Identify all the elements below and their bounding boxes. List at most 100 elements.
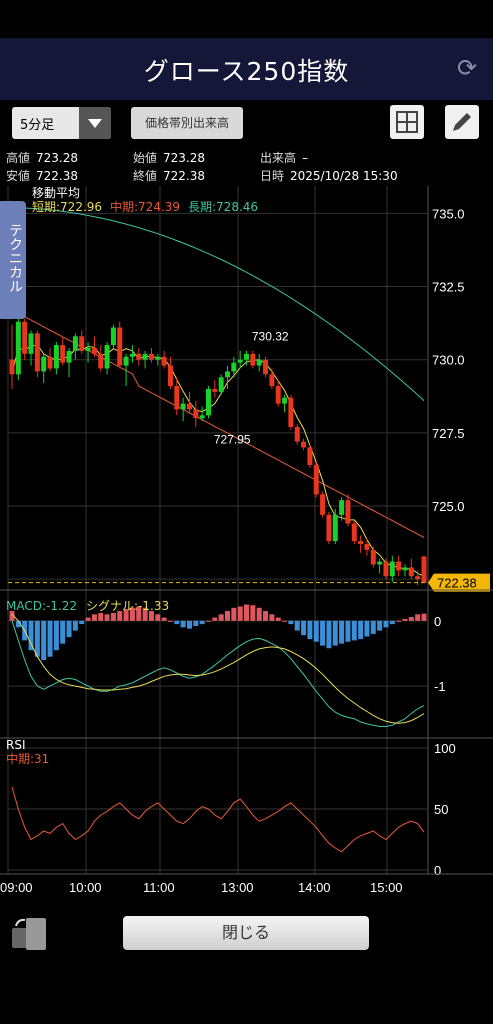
macd-histogram-bar	[421, 613, 427, 621]
refresh-icon[interactable]: ⟳	[456, 54, 478, 82]
candle-body	[218, 377, 224, 392]
candle-body	[180, 403, 186, 410]
macd-histogram-bar	[282, 620, 288, 622]
macd-tick-label: -1	[434, 679, 446, 694]
candle-body	[161, 356, 167, 366]
macd-histogram-bar	[288, 620, 294, 625]
candle-body	[313, 465, 319, 495]
macd-histogram-bar	[98, 613, 104, 621]
macd-histogram-bar	[370, 620, 376, 634]
candle-body	[136, 353, 142, 360]
candle-body	[41, 356, 47, 372]
rsi-tick-label: 50	[434, 802, 448, 817]
candle-body	[22, 321, 28, 354]
macd-label: MACD:-1.22	[6, 599, 77, 613]
ma-mid-label: 中期:724.39	[110, 199, 180, 214]
macd-histogram-bar	[129, 607, 135, 621]
macd-histogram-bar	[47, 620, 53, 657]
candle-body	[396, 561, 402, 571]
macd-histogram-bar	[79, 620, 85, 625]
close-button[interactable]: 閉じる	[123, 916, 369, 950]
macd-histogram-bar	[91, 614, 97, 621]
chevron-down-icon	[79, 107, 111, 139]
macd-histogram-bar	[117, 611, 123, 621]
macd-histogram-bar	[339, 620, 345, 644]
candle-body	[402, 567, 408, 571]
macd-histogram-bar	[307, 620, 313, 640]
candle-body	[60, 345, 66, 363]
macd-histogram-bar	[294, 620, 300, 631]
macd-histogram-bar	[358, 620, 364, 640]
candle-body	[231, 362, 237, 372]
price-annotation: 730.32	[252, 329, 289, 343]
macd-histogram-bar	[408, 616, 414, 621]
candle-body	[421, 556, 427, 583]
interval-select[interactable]: 5分足	[12, 107, 111, 139]
candle-body	[408, 567, 414, 577]
candle-body	[148, 353, 154, 360]
candle-body	[47, 356, 53, 369]
macd-histogram-bar	[15, 620, 21, 628]
chart-background	[0, 186, 493, 898]
ma-title: 移動平均	[32, 186, 80, 200]
macd-histogram-bar	[351, 620, 357, 641]
grid-icon[interactable]	[390, 105, 424, 139]
toolbar: 5分足 価格帯別出来高	[0, 100, 493, 148]
candle-body	[269, 374, 275, 387]
macd-histogram-bar	[256, 607, 262, 621]
candle-body	[364, 544, 370, 550]
macd-histogram-bar	[244, 604, 250, 621]
macd-histogram-bar	[104, 614, 110, 621]
macd-histogram-bar	[148, 611, 154, 621]
candle-body	[250, 353, 256, 366]
rsi-period-label: 中期:31	[6, 751, 49, 766]
pencil-icon[interactable]	[445, 105, 479, 139]
volume-info: 出来高 –	[260, 151, 309, 165]
macd-histogram-bar	[193, 620, 199, 627]
macd-histogram-bar	[180, 620, 186, 628]
macd-histogram-bar	[332, 620, 338, 646]
macd-histogram-bar	[313, 620, 319, 642]
macd-histogram-bar	[110, 613, 116, 621]
macd-histogram-bar	[402, 618, 408, 621]
time-tick-label: 13:00	[221, 880, 254, 895]
candle-body	[256, 359, 262, 366]
volume-profile-button[interactable]: 価格帯別出来高	[131, 107, 243, 139]
price-tick-label: 727.5	[432, 426, 465, 441]
time-tick-label: 15:00	[370, 880, 403, 895]
candle-body	[155, 356, 161, 360]
candle-body	[237, 359, 243, 363]
macd-signal-line	[11, 613, 425, 724]
last-price-label: 722.38	[437, 576, 477, 591]
candle-body	[288, 397, 294, 427]
candle-body	[351, 523, 357, 542]
candle-body	[205, 388, 211, 416]
macd-signal-label: シグナル:-1.33	[86, 599, 169, 613]
candle-body	[282, 397, 288, 404]
app-header: グロース250指数 ⟳	[0, 38, 493, 100]
rsi-tick-label: 0	[434, 863, 441, 878]
status-bar	[0, 0, 493, 38]
macd-histogram-bar	[136, 606, 142, 621]
macd-histogram-bar	[345, 620, 351, 642]
candle-body	[301, 441, 307, 448]
candle-body	[307, 447, 313, 466]
macd-histogram-bar	[377, 620, 383, 631]
chart-area[interactable]: 735.0732.5730.0727.5725.0722.5722.38730.…	[0, 186, 493, 898]
technical-tab[interactable]: テクニカル	[0, 201, 26, 319]
stock-chart[interactable]: 735.0732.5730.0727.5725.0722.5722.38730.…	[0, 186, 493, 898]
macd-line	[11, 620, 425, 727]
candle-body	[66, 350, 72, 363]
candle-body	[53, 345, 59, 369]
price-tick-label: 732.5	[432, 280, 465, 295]
candle-body	[79, 336, 85, 351]
candle-body	[326, 514, 332, 542]
candle-body	[104, 345, 110, 369]
rotate-screen-icon[interactable]	[10, 916, 48, 952]
page-title: グロース250指数	[143, 57, 350, 86]
macd-tick-label: 0	[434, 614, 441, 629]
candle-body	[345, 500, 351, 524]
macd-histogram-bar	[396, 620, 402, 622]
candle-body	[28, 333, 34, 354]
rsi-tick-label: 100	[434, 741, 456, 756]
